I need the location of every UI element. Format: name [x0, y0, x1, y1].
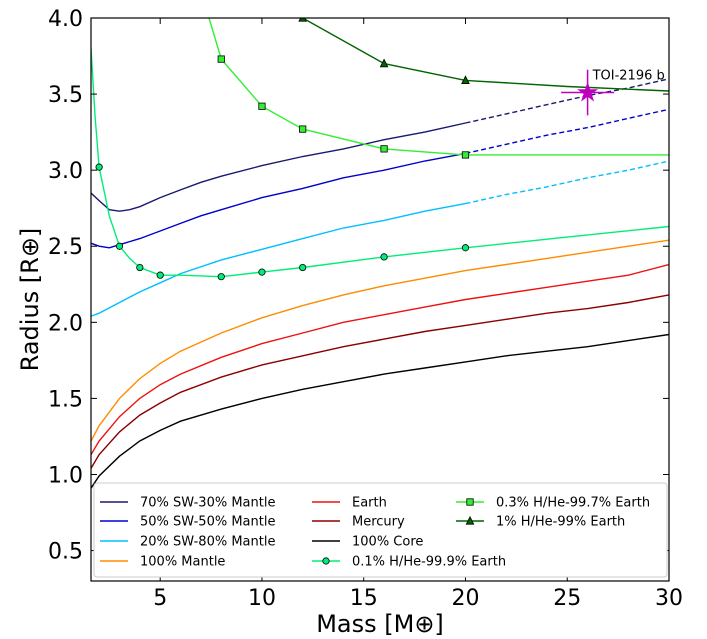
series-line-100-core: [91, 333, 669, 489]
data-point-0-3-h-he-99-7-earth: [258, 102, 266, 110]
x-tick-label: 10: [248, 586, 276, 611]
annotation: TOI-2196 b: [561, 69, 665, 116]
data-point-0-1-h-he-99-9-earth: [136, 263, 144, 272]
y-tick-label: 3.5: [48, 83, 83, 108]
x-tick-label: 20: [451, 586, 479, 611]
legend-box: [93, 482, 668, 578]
legend-label-0-3-h-he-99-7-earth: 0.3% H/He-99.7% Earth: [496, 496, 650, 511]
plot-frame: [90, 17, 670, 582]
series-lines: [91, 18, 669, 489]
series-extrapolation-20-sw-80-mantle: [465, 160, 669, 205]
legend-marker-1-h-he-99-earth: [465, 515, 475, 525]
x-axis-title: Mass [M⊕]: [316, 610, 444, 638]
data-point-0-3-h-he-99-7-earth: [217, 55, 225, 63]
series-extrapolation-70-sw-30-mantle: [465, 78, 669, 124]
legend-label-100-core: 100% Core: [352, 535, 423, 550]
data-point-0-1-h-he-99-9-earth: [461, 244, 470, 252]
legend-label-earth: Earth: [352, 496, 387, 511]
data-point-0-1-h-he-99-9-earth: [217, 273, 225, 281]
series-line-0-1-h-he-99-9-earth: [91, 48, 669, 278]
series-line-20-sw-80-mantle: [91, 202, 466, 317]
x-tick-label: 25: [553, 586, 581, 611]
axis-ticks: 5 10 15 20 25 30 0.5 1.0 1.5 2.0 2.5 3.0 3.5 4.0: [48, 7, 683, 611]
legend-label-70-sw-30-mantle: 70% SW-30% Mantle: [140, 496, 275, 511]
series-line-70-sw-30-mantle: [91, 122, 466, 212]
legend-label-0-1-h-he-99-9-earth: 0.1% H/He-99.9% Earth: [352, 555, 506, 570]
data-point-0-3-h-he-99-7-earth: [461, 151, 470, 159]
data-point-0-1-h-he-99-9-earth: [299, 263, 307, 272]
y-tick-label: 2.5: [48, 235, 83, 260]
legend-label-20-sw-80-mantle: 20% SW-80% Mantle: [140, 535, 275, 550]
series-line-earth: [91, 263, 669, 456]
legend-label-100-mantle: 100% Mantle: [140, 555, 225, 570]
data-point-1-h-he-99-earth: [461, 75, 470, 84]
toi-2196b-star-marker: [577, 81, 599, 102]
legend-marker-0-3-h-he-99-7-earth: [466, 498, 474, 506]
y-tick-label: 4.0: [48, 7, 83, 32]
data-point-0-1-h-he-99-9-earth: [115, 242, 124, 250]
y-tick-label: 1.0: [48, 463, 83, 488]
series-line-mercury: [91, 294, 669, 469]
series-markers: [95, 18, 470, 281]
legend: 70% SW-30% Mantle 50% SW-50% Mantle 20% SW…: [93, 482, 668, 578]
y-tick-label: 2.0: [48, 311, 83, 336]
legend-label-mercury: Mercury: [352, 515, 405, 530]
x-tick-label: 15: [350, 586, 378, 611]
series-extrapolation-50-sw-50-mantle: [465, 108, 669, 155]
data-point-1-h-he-99-earth: [298, 18, 308, 22]
x-tick-label: 30: [655, 586, 683, 611]
y-tick-label: 3.0: [48, 159, 83, 184]
legend-label-50-sw-50-mantle: 50% SW-50% Mantle: [140, 515, 275, 530]
y-axis-title: Radius [R⊕]: [16, 228, 44, 372]
y-tick-label: 1.5: [48, 387, 83, 412]
data-point-0-3-h-he-99-7-earth: [299, 125, 307, 133]
data-point-1-h-he-99-earth: [379, 58, 389, 68]
data-point-0-1-h-he-99-9-earth: [258, 268, 266, 276]
data-point-0-1-h-he-99-9-earth: [156, 271, 164, 279]
legend-label-1-h-he-99-earth: 1% H/He-99% Earth: [496, 515, 625, 530]
legend-marker-0-1-h-he-99-9-earth: [322, 557, 330, 565]
data-point-0-1-h-he-99-9-earth: [380, 253, 388, 261]
data-point-0-3-h-he-99-7-earth: [380, 145, 388, 153]
y-tick-label: 0.5: [48, 540, 83, 565]
data-point-0-1-h-he-99-9-earth: [95, 163, 103, 171]
series-line-100-mantle: [91, 239, 669, 442]
series-line-0-3-h-he-99-7-earth: [208, 18, 669, 156]
series-line-50-sw-50-mantle: [91, 152, 466, 249]
toi-2196b-label: TOI-2196 b: [592, 69, 665, 84]
x-tick-label: 5: [153, 586, 167, 611]
